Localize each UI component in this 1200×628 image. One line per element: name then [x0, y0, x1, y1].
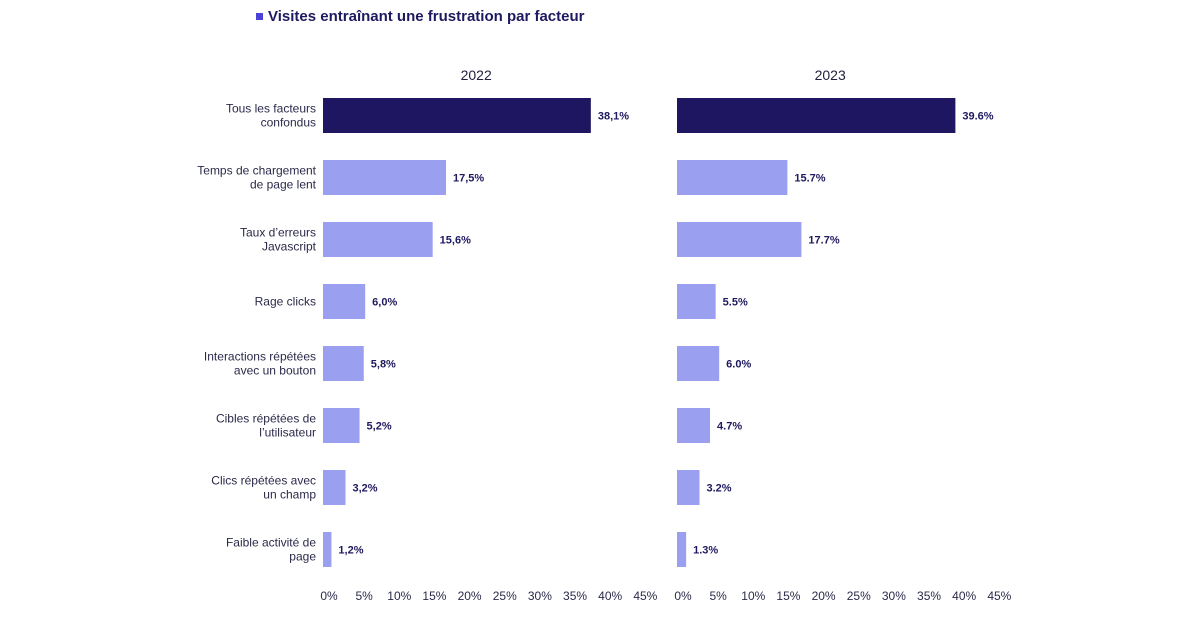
category-label: Rage clicks	[255, 295, 316, 309]
x-tick-label: 45%	[987, 589, 1011, 603]
data-label: 6,0%	[372, 297, 397, 309]
data-label: 15,6%	[440, 235, 471, 247]
x-tick-label: 20%	[458, 589, 482, 603]
x-tick-label: 35%	[563, 589, 587, 603]
data-label: 1,2%	[338, 545, 363, 557]
bar	[677, 98, 956, 133]
bar	[323, 284, 366, 319]
bar	[677, 222, 802, 257]
x-tick-label: 30%	[528, 589, 552, 603]
x-tick-label: 35%	[917, 589, 941, 603]
data-label: 5,8%	[371, 359, 396, 371]
x-tick-label: 45%	[633, 589, 657, 603]
bar	[323, 98, 591, 133]
bar	[677, 346, 720, 381]
x-tick-label: 0%	[320, 589, 338, 603]
category-label: Tous les facteurs confondus	[226, 102, 316, 130]
bar	[323, 222, 433, 257]
data-label: 15.7%	[794, 173, 825, 185]
bar	[323, 408, 360, 443]
bar	[677, 532, 687, 567]
data-label: 3.2%	[706, 483, 731, 495]
bar	[677, 284, 716, 319]
x-tick-label: 0%	[674, 589, 692, 603]
x-tick-label: 15%	[422, 589, 446, 603]
x-tick-label: 40%	[598, 589, 622, 603]
data-label: 5,2%	[367, 421, 392, 433]
data-label: 4.7%	[717, 421, 742, 433]
data-label: 17,5%	[453, 173, 484, 185]
data-label: 6.0%	[726, 359, 751, 371]
category-label: Cibles répétées de l’utilisateur	[216, 412, 316, 440]
category-label: Taux d’erreurs Javascript	[240, 226, 317, 254]
bar	[677, 470, 700, 505]
bar	[323, 470, 346, 505]
category-label: Faible activité de page	[226, 536, 316, 564]
bar	[323, 346, 364, 381]
panel-title: 2023	[815, 67, 846, 83]
data-label: 39.6%	[962, 111, 993, 123]
chart-legend: Visites entraînant une frustration par f…	[256, 8, 584, 25]
x-tick-label: 25%	[847, 589, 871, 603]
data-label: 1.3%	[693, 545, 718, 557]
x-tick-label: 15%	[776, 589, 800, 603]
x-tick-label: 40%	[952, 589, 976, 603]
x-tick-label: 25%	[493, 589, 517, 603]
legend-label: Visites entraînant une frustration par f…	[268, 8, 585, 25]
bar	[677, 408, 711, 443]
data-label: 3,2%	[352, 483, 377, 495]
x-tick-label: 5%	[355, 589, 373, 603]
bar	[323, 532, 332, 567]
x-tick-label: 5%	[709, 589, 727, 603]
category-label: Clics répétées avec un champ	[211, 474, 316, 502]
x-tick-label: 10%	[387, 589, 411, 603]
bar	[677, 160, 788, 195]
x-tick-label: 10%	[741, 589, 765, 603]
legend-swatch	[256, 13, 263, 20]
data-label: 5.5%	[723, 297, 748, 309]
category-label: Temps de chargement de page lent	[197, 164, 316, 192]
panel-title: 2022	[461, 67, 492, 83]
x-tick-label: 20%	[812, 589, 836, 603]
bar	[323, 160, 447, 195]
category-label: Interactions répétées avec un bouton	[204, 350, 316, 378]
data-label: 17.7%	[808, 235, 839, 247]
data-label: 38,1%	[598, 111, 629, 123]
x-tick-label: 30%	[882, 589, 906, 603]
